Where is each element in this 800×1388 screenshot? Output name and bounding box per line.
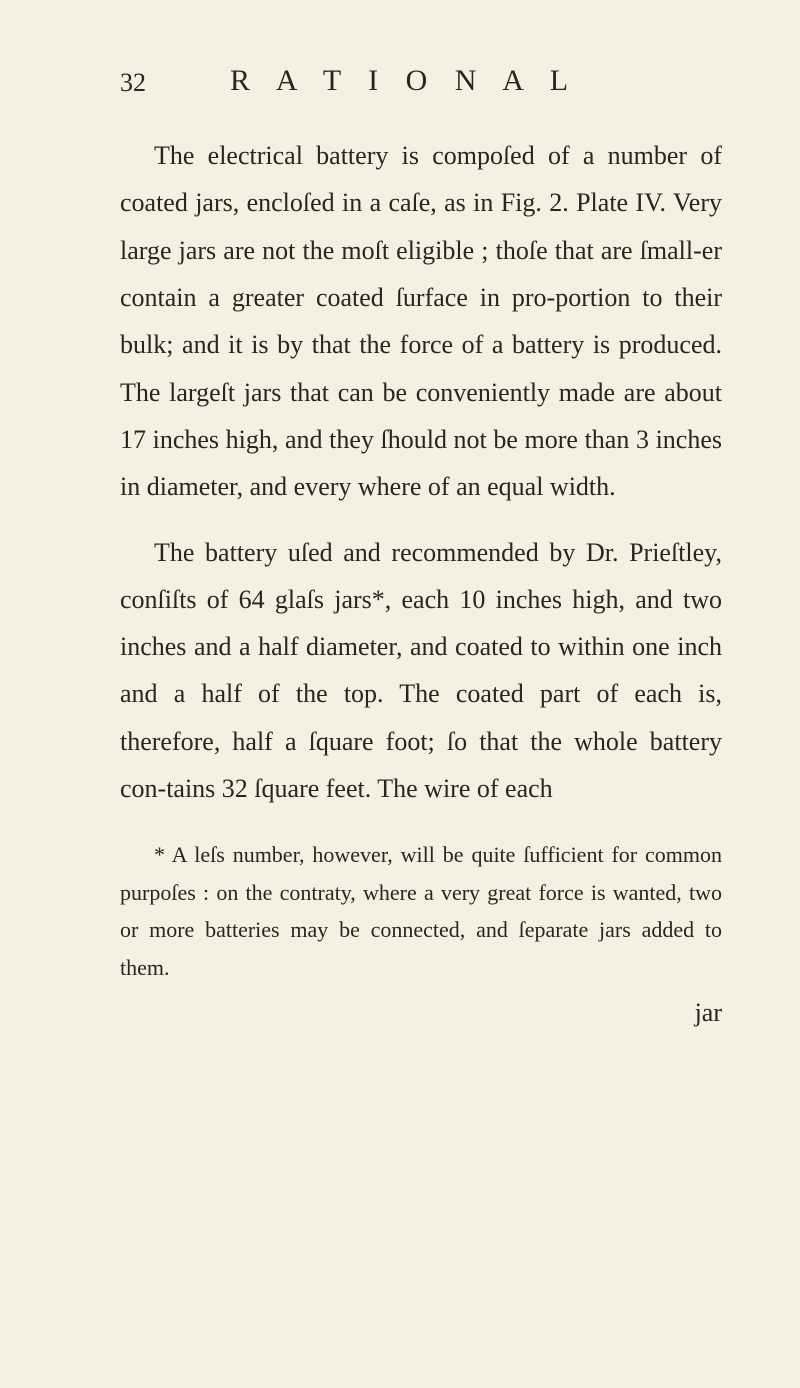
page-number: 32 [120,68,146,98]
footnote: * A leſs number, however, will be quite … [120,836,722,986]
catchword: jar [120,998,722,1028]
paragraph-2: The battery uſed and recommended by Dr. … [120,529,722,813]
paragraph-1: The electrical battery is compoſed of a … [120,132,722,511]
running-header: R A T I O N A L [230,64,578,98]
page-content: The electrical battery is compoſed of a … [120,132,722,1028]
